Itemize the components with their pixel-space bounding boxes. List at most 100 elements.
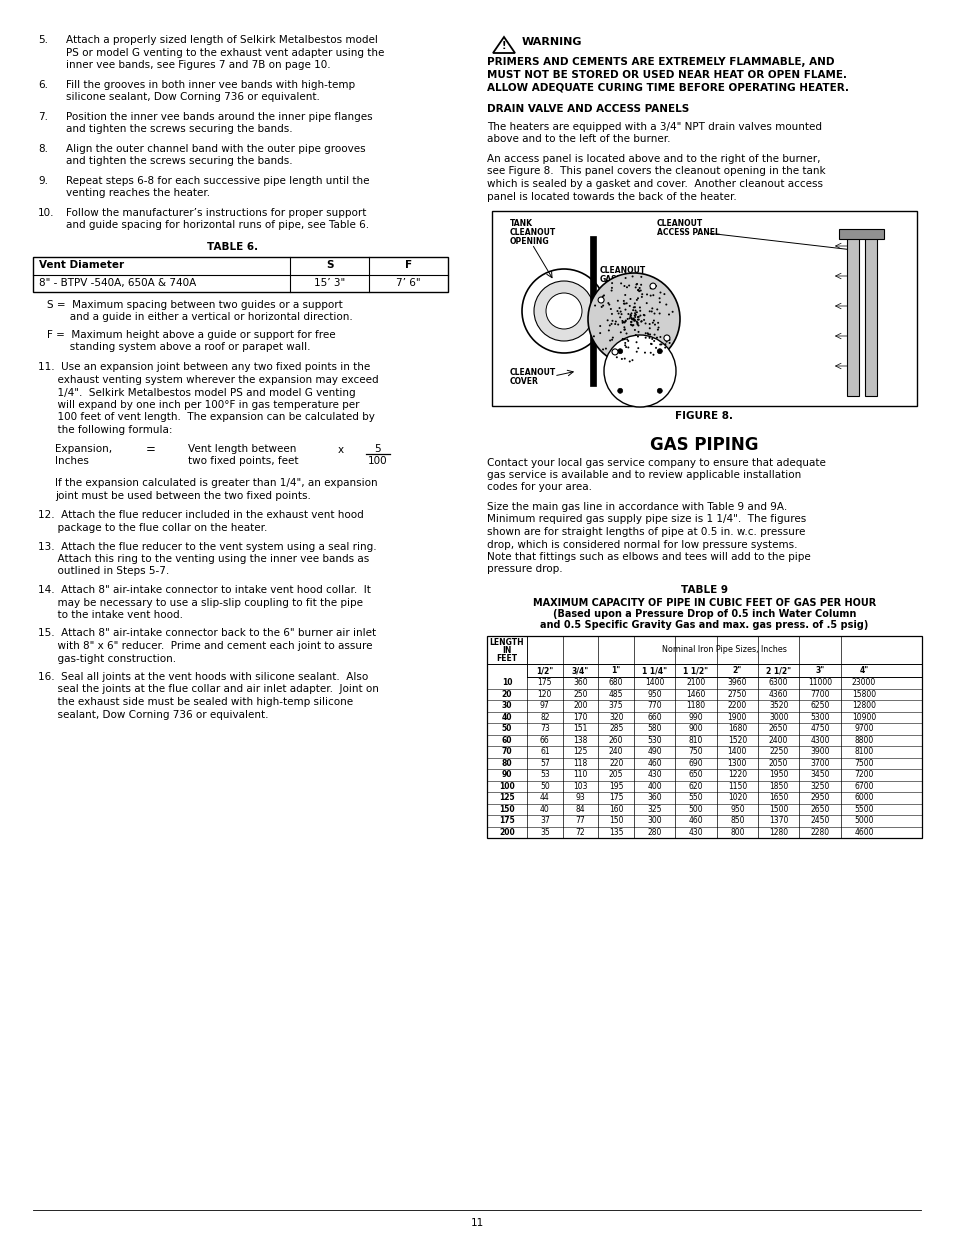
Circle shape (623, 342, 625, 343)
Text: F =  Maximum height above a guide or support for free: F = Maximum height above a guide or supp… (47, 330, 335, 340)
Circle shape (611, 337, 613, 338)
Text: Note that fittings such as elbows and tees will add to the pipe: Note that fittings such as elbows and te… (486, 552, 810, 562)
Text: 1/2": 1/2" (536, 666, 553, 676)
Text: IN: IN (502, 646, 511, 655)
Text: Align the outer channel band with the outer pipe grooves: Align the outer channel band with the ou… (66, 143, 365, 153)
Text: 20: 20 (501, 690, 512, 699)
Circle shape (649, 283, 656, 289)
Text: 7500: 7500 (853, 758, 873, 768)
Circle shape (643, 352, 645, 353)
Circle shape (620, 320, 622, 322)
Circle shape (630, 324, 632, 326)
Text: 6700: 6700 (853, 782, 873, 790)
Text: 2950: 2950 (809, 793, 829, 803)
Text: exhaust venting system wherever the expansion may exceed: exhaust venting system wherever the expa… (38, 375, 378, 385)
Circle shape (625, 332, 627, 335)
Circle shape (610, 322, 612, 325)
Text: 8800: 8800 (853, 736, 873, 745)
Text: 650: 650 (688, 771, 702, 779)
Circle shape (604, 347, 606, 350)
Circle shape (631, 275, 633, 278)
Text: LENGTH: LENGTH (489, 638, 524, 647)
Text: 11000: 11000 (807, 678, 831, 687)
Circle shape (640, 320, 642, 322)
Text: An access panel is located above and to the right of the burner,: An access panel is located above and to … (486, 154, 820, 164)
Text: outlined in Steps 5-7.: outlined in Steps 5-7. (38, 567, 169, 577)
Text: Vent length between: Vent length between (188, 443, 296, 453)
Text: 3": 3" (815, 666, 823, 676)
Text: 320: 320 (608, 713, 623, 721)
Circle shape (644, 337, 646, 338)
Text: COVER: COVER (510, 377, 538, 387)
Circle shape (659, 291, 660, 294)
Circle shape (619, 331, 621, 333)
Text: and 0.5 Specific Gravity Gas and max. gas press. of .5 psig): and 0.5 Specific Gravity Gas and max. ga… (539, 620, 868, 631)
Circle shape (613, 352, 615, 354)
Text: Position the inner vee bands around the inner pipe flanges: Position the inner vee bands around the … (66, 111, 373, 121)
Circle shape (633, 319, 635, 321)
Circle shape (640, 296, 642, 298)
Text: with 8" x 6" reducer.  Prime and cement each joint to assure: with 8" x 6" reducer. Prime and cement e… (38, 641, 372, 651)
Text: GAS PIPING: GAS PIPING (650, 436, 758, 453)
Circle shape (621, 338, 623, 341)
Text: CLEANOUT: CLEANOUT (657, 219, 702, 228)
Circle shape (629, 316, 631, 317)
Circle shape (637, 289, 639, 290)
Text: 1460: 1460 (685, 690, 705, 699)
Text: 3900: 3900 (809, 747, 829, 756)
Text: 97: 97 (539, 701, 549, 710)
Circle shape (625, 287, 627, 288)
Circle shape (610, 287, 612, 289)
Text: ALLOW ADEQUATE CURING TIME BEFORE OPERATING HEATER.: ALLOW ADEQUATE CURING TIME BEFORE OPERAT… (486, 82, 848, 91)
Text: 750: 750 (688, 747, 702, 756)
Text: 11: 11 (470, 1218, 483, 1228)
Text: 175: 175 (608, 793, 623, 803)
Text: 44: 44 (539, 793, 549, 803)
Text: 7.: 7. (38, 111, 48, 121)
Circle shape (626, 317, 628, 320)
Circle shape (601, 348, 603, 351)
Circle shape (644, 322, 646, 325)
Circle shape (600, 306, 602, 308)
Circle shape (657, 348, 661, 353)
Text: 680: 680 (608, 678, 623, 687)
Text: pressure drop.: pressure drop. (486, 564, 562, 574)
Text: 325: 325 (647, 805, 661, 814)
Circle shape (659, 343, 661, 346)
Text: and tighten the screws securing the bands.: and tighten the screws securing the band… (66, 124, 293, 135)
Circle shape (627, 284, 630, 287)
Circle shape (534, 282, 594, 341)
Text: 70: 70 (501, 747, 512, 756)
Text: 170: 170 (573, 713, 587, 721)
Circle shape (633, 329, 636, 331)
Circle shape (645, 294, 647, 295)
Text: !: ! (501, 41, 506, 51)
Text: 1 1/4": 1 1/4" (641, 666, 666, 676)
Text: 125: 125 (573, 747, 587, 756)
Text: 580: 580 (647, 724, 661, 734)
Circle shape (639, 289, 641, 291)
Text: venting reaches the heater.: venting reaches the heater. (66, 188, 210, 198)
Circle shape (651, 321, 653, 324)
Text: TABLE 6.: TABLE 6. (207, 242, 258, 252)
Circle shape (624, 320, 626, 321)
Circle shape (635, 284, 637, 285)
Circle shape (651, 338, 653, 340)
Text: 7’ 6": 7’ 6" (395, 278, 420, 288)
Text: 14.  Attach 8" air-intake connector to intake vent hood collar.  It: 14. Attach 8" air-intake connector to in… (38, 585, 371, 595)
Text: 250: 250 (573, 690, 587, 699)
Text: 200: 200 (498, 827, 515, 837)
Circle shape (617, 300, 618, 301)
Circle shape (624, 346, 626, 348)
Text: Attach a properly sized length of Selkirk Metalbestos model: Attach a properly sized length of Selkir… (66, 35, 377, 44)
Circle shape (657, 322, 659, 324)
Text: joint must be used between the two fixed points.: joint must be used between the two fixed… (55, 492, 311, 501)
Circle shape (633, 319, 635, 320)
Text: 430: 430 (647, 771, 661, 779)
Circle shape (593, 336, 595, 337)
Text: 138: 138 (573, 736, 587, 745)
Circle shape (664, 304, 666, 305)
Circle shape (658, 298, 659, 299)
Circle shape (630, 321, 632, 322)
Text: 205: 205 (608, 771, 623, 779)
